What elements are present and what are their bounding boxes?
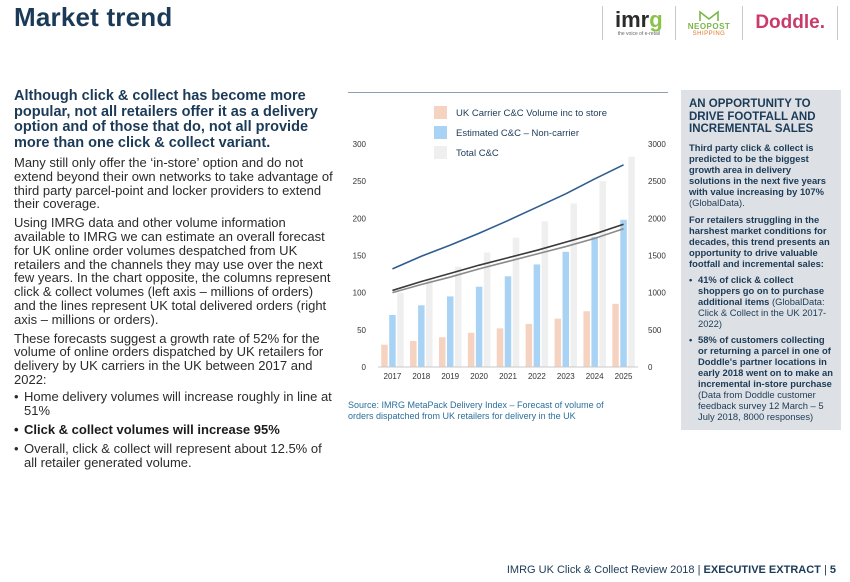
y-right-tick-label: 3000	[648, 140, 666, 149]
chart-bar	[562, 251, 570, 367]
series-line	[392, 227, 624, 294]
x-tick-label: 2021	[499, 372, 517, 381]
chart-top-rule	[348, 92, 668, 93]
lead-paragraph: Although click & collect has become more…	[14, 88, 318, 151]
partner-logos: imrg the voice of e-retail NEOPOST SHIPP…	[602, 6, 838, 40]
y-right-tick-label: 1000	[648, 289, 666, 298]
series-line	[392, 164, 624, 270]
y-left-tick-label: 150	[353, 252, 367, 261]
chart-bar	[454, 266, 462, 367]
page-title: Market trend	[14, 2, 173, 32]
neopost-logo: NEOPOST SHIPPING	[674, 6, 743, 40]
doddle-logo: Doddle.	[742, 6, 838, 40]
x-tick-label: 2024	[586, 372, 604, 381]
imrg-logo: imrg the voice of e-retail	[602, 6, 675, 40]
x-tick-label: 2020	[470, 372, 488, 381]
y-right-tick-label: 500	[648, 326, 662, 335]
chart-bar	[381, 344, 388, 367]
chart-bar	[426, 279, 433, 367]
chart-bar	[504, 276, 512, 367]
chart-bar	[533, 264, 541, 367]
series-line	[392, 223, 624, 292]
chart-bar	[438, 337, 446, 367]
chart-bar	[583, 311, 590, 367]
footer-section: EXECUTIVE EXTRACT	[703, 564, 821, 576]
x-tick-label: 2019	[441, 372, 459, 381]
sidebar-list: 41% of click & collect shoppers go on to…	[689, 274, 833, 422]
legend-label: Total C&C	[456, 148, 499, 159]
page-footer: IMRG UK Click & Collect Review 2018 | EX…	[506, 564, 836, 576]
sidebar-text-1: Third party click & collect is predicted…	[689, 141, 827, 208]
chart-bar	[397, 292, 404, 367]
bullet-item: Overall, click & collect will represent …	[14, 441, 334, 470]
y-left-tick-label: 200	[353, 214, 367, 223]
chart-bar	[512, 237, 520, 367]
body-paragraph-2: Using IMRG data and other volume informa…	[14, 215, 331, 327]
bullet-item: Click & collect volumes will increase 95…	[14, 422, 334, 437]
chart-bar	[554, 318, 562, 367]
opportunity-sidebar: AN OPPORTUNITY TO DRIVE FOOTFALL AND INC…	[681, 90, 841, 430]
chart-bar	[446, 296, 454, 367]
footer-publication: IMRG UK Click & Collect Review 2018	[506, 564, 695, 576]
x-tick-label: 2017	[384, 372, 402, 381]
y-right-tick-label: 2500	[648, 177, 666, 186]
chart-bar	[410, 340, 417, 367]
footer-page-number: 5	[829, 564, 836, 576]
y-right-tick-label: 1500	[648, 252, 666, 261]
legend-swatch	[434, 126, 447, 139]
chart-bar	[496, 328, 504, 367]
chart-bar	[389, 314, 396, 367]
x-tick-label: 2023	[557, 372, 575, 381]
chart-bar	[591, 236, 598, 367]
y-left-tick-label: 0	[362, 363, 367, 372]
y-right-tick-label: 2000	[648, 214, 666, 223]
chart-bar	[612, 303, 619, 367]
y-left-tick-label: 50	[357, 326, 366, 335]
chart-bar	[418, 305, 425, 367]
x-tick-label: 2022	[528, 372, 546, 381]
chart-bar	[483, 252, 491, 367]
body-paragraph-3: These forecasts suggest a growth rate of…	[14, 330, 324, 387]
y-left-tick-label: 250	[353, 177, 367, 186]
chart-source: Source: IMRG MetaPack Delivery Index – F…	[348, 400, 604, 421]
sidebar-list-item: 58% of customers collecting or returning…	[689, 334, 833, 422]
sidebar-list-item: 41% of click & collect shoppers go on to…	[689, 274, 833, 329]
forecast-chart: 0501001502002503000500100015002000250030…	[353, 106, 666, 381]
x-tick-label: 2018	[412, 372, 430, 381]
x-tick-label: 2025	[615, 372, 633, 381]
chart-bar	[628, 156, 635, 367]
forecast-bullets: Home delivery volumes will increase roug…	[14, 389, 334, 470]
y-left-tick-label: 300	[353, 140, 367, 149]
legend-swatch	[434, 106, 447, 119]
bullet-item: Home delivery volumes will increase roug…	[14, 389, 334, 418]
chart-bar	[475, 286, 483, 367]
legend-swatch	[434, 146, 447, 159]
y-right-tick-label: 0	[648, 363, 653, 372]
chart-bar	[467, 332, 475, 367]
legend-label: UK Carrier C&C Volume inc to store	[456, 108, 607, 119]
chart-bar	[599, 181, 606, 367]
chart-bar	[620, 219, 627, 367]
intro-column: Although click & collect has become more…	[14, 88, 334, 475]
y-left-tick-label: 100	[353, 289, 367, 298]
neopost-mark-icon	[699, 9, 719, 21]
chart-panel: 0 50 100 150 200 250 300 0 500 1000 1500 2000 2500 30…	[348, 92, 668, 422]
chart-bar	[541, 221, 549, 367]
sidebar-title: AN OPPORTUNITY TO DRIVE FOOTFALL AND INC…	[689, 98, 816, 135]
chart-bar	[570, 203, 578, 367]
chart-bar	[525, 323, 533, 367]
sidebar-text-2: For retailers struggling in the harshest…	[689, 213, 830, 269]
legend-label: Estimated C&C – Non-carrier	[456, 128, 579, 139]
body-paragraph-1: Many still only offer the ‘in-store’ opt…	[14, 155, 333, 212]
